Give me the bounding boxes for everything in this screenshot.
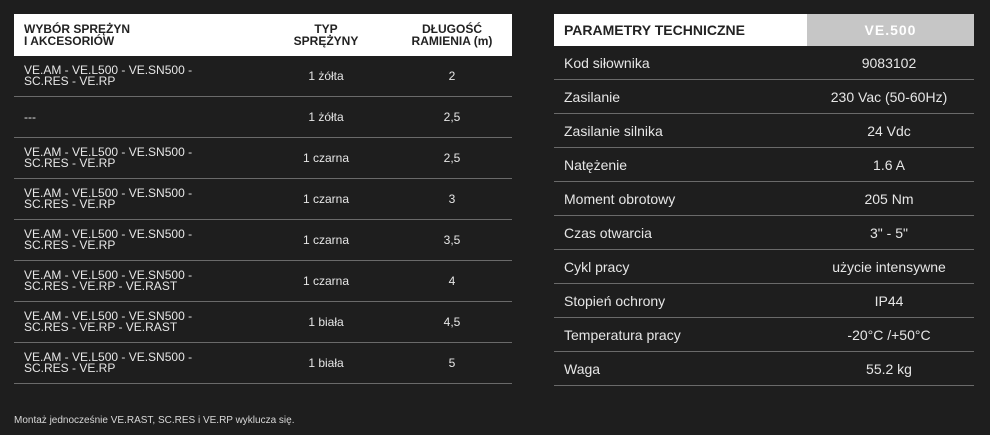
table-row: --- 1 żółta 2,5 <box>14 97 512 138</box>
parameters-title: PARAMETRY TECHNICZNE <box>554 14 807 46</box>
table-row: VE.AM - VE.L500 - VE.SN500 - SC.RES - VE… <box>14 220 512 261</box>
technical-parameters-table: PARAMETRY TECHNICZNE VE.500 Kod siłownik… <box>554 14 974 386</box>
accessories-cell: VE.AM - VE.L500 - VE.SN500 - SC.RES - VE… <box>24 268 193 293</box>
length-cell: 2,5 <box>443 110 461 124</box>
length-cell: 2,5 <box>443 151 461 165</box>
spring-cell: 1 czarna <box>302 192 350 206</box>
table-row: VE.AM - VE.L500 - VE.SN500 - SC.RES - VE… <box>14 302 512 343</box>
table-row: VE.AM - VE.L500 - VE.SN500 - SC.RES - VE… <box>14 343 512 384</box>
param-key: Moment obrotowy <box>564 190 676 207</box>
table-row: VE.AM - VE.L500 - VE.SN500 - SC.RES - VE… <box>14 179 512 220</box>
header-accessories: WYBÓR SPRĘŻYN I AKCESORIÓW <box>24 22 131 48</box>
accessories-cell: VE.AM - VE.L500 - VE.SN500 - SC.RES - VE… <box>24 145 193 170</box>
spring-table-header: WYBÓR SPRĘŻYN I AKCESORIÓW TYP SPRĘŻYNY … <box>14 14 512 56</box>
param-value: 24 Vdc <box>867 122 911 139</box>
spring-cell: 1 żółta <box>308 110 344 124</box>
param-key: Kod siłownika <box>564 54 650 71</box>
header-arm-length: DŁUGOŚĆ RAMIENIA (m) <box>411 22 493 48</box>
accessories-cell: VE.AM - VE.L500 - VE.SN500 - SC.RES - VE… <box>24 186 193 211</box>
spring-cell: 1 czarna <box>302 274 350 288</box>
param-key: Waga <box>564 360 601 377</box>
table-row: Stopień ochrony IP44 <box>554 284 974 318</box>
accessories-cell: --- <box>24 109 36 124</box>
param-key: Cykl pracy <box>564 258 630 275</box>
table-row: Waga 55.2 kg <box>554 352 974 386</box>
table-row: Cykl pracy użycie intensywne <box>554 250 974 284</box>
spring-cell: 1 żółta <box>308 69 344 83</box>
table-row: Zasilanie silnika 24 Vdc <box>554 114 974 148</box>
accessories-cell: VE.AM - VE.L500 - VE.SN500 - SC.RES - VE… <box>24 350 193 375</box>
param-key: Temperatura pracy <box>564 326 681 343</box>
table-row: Czas otwarcia 3" - 5" <box>554 216 974 250</box>
table-row: Moment obrotowy 205 Nm <box>554 182 974 216</box>
param-key: Czas otwarcia <box>564 224 652 241</box>
table-row: Natężenie 1.6 A <box>554 148 974 182</box>
length-cell: 4,5 <box>443 315 461 329</box>
param-value: 230 Vac (50-60Hz) <box>830 88 948 105</box>
table-row: VE.AM - VE.L500 - VE.SN500 - SC.RES - VE… <box>14 138 512 179</box>
param-value: 1.6 A <box>873 156 905 173</box>
footnote: Montaż jednocześnie VE.RAST, SC.RES i VE… <box>14 415 295 426</box>
accessories-cell: VE.AM - VE.L500 - VE.SN500 - SC.RES - VE… <box>24 63 193 88</box>
header-spring-type: TYP SPRĘŻYNY <box>293 22 359 48</box>
spring-cell: 1 biała <box>308 315 344 329</box>
param-key: Zasilanie <box>564 88 621 105</box>
param-key: Zasilanie silnika <box>564 122 663 139</box>
param-value: 3" - 5" <box>870 224 908 241</box>
param-key: Stopień ochrony <box>564 292 666 309</box>
param-value: 55.2 kg <box>866 360 912 377</box>
length-cell: 3 <box>448 192 456 206</box>
accessories-cell: VE.AM - VE.L500 - VE.SN500 - SC.RES - VE… <box>24 227 193 252</box>
table-row: VE.AM - VE.L500 - VE.SN500 - SC.RES - VE… <box>14 261 512 302</box>
length-cell: 4 <box>448 274 456 288</box>
spring-selection-table: WYBÓR SPRĘŻYN I AKCESORIÓW TYP SPRĘŻYNY … <box>14 14 512 384</box>
table-row: VE.AM - VE.L500 - VE.SN500 - SC.RES - VE… <box>14 56 512 97</box>
table-row: Zasilanie 230 Vac (50-60Hz) <box>554 80 974 114</box>
param-key: Natężenie <box>564 156 628 173</box>
param-value: IP44 <box>874 292 904 309</box>
param-value: użycie intensywne <box>832 258 946 275</box>
length-cell: 3,5 <box>443 233 461 247</box>
accessories-cell: VE.AM - VE.L500 - VE.SN500 - SC.RES - VE… <box>24 309 193 334</box>
spring-cell: 1 czarna <box>302 233 350 247</box>
table-row: Temperatura pracy -20°C /+50°C <box>554 318 974 352</box>
table-row: Kod siłownika 9083102 <box>554 46 974 80</box>
parameters-header: PARAMETRY TECHNICZNE VE.500 <box>554 14 974 46</box>
spring-cell: 1 czarna <box>302 151 350 165</box>
spring-cell: 1 biała <box>308 356 344 370</box>
model-label: VE.500 <box>807 14 974 46</box>
param-value: 205 Nm <box>864 190 914 207</box>
length-cell: 2 <box>448 69 456 83</box>
param-value: 9083102 <box>861 54 917 71</box>
param-value: -20°C /+50°C <box>847 326 931 343</box>
length-cell: 5 <box>448 356 456 370</box>
